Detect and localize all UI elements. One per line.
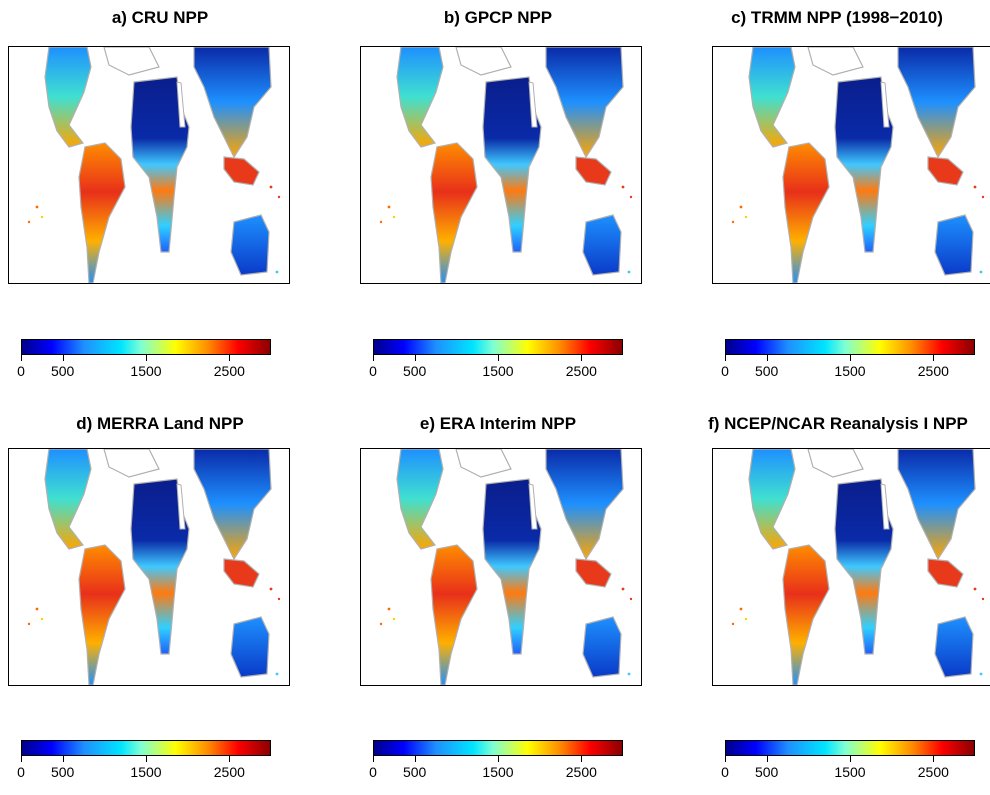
map-panel-a [8,46,290,284]
colorbar-tick-label: 2500 [917,363,949,379]
colorbar-tick [414,756,416,762]
colorbar-tick-label: 0 [17,764,25,780]
colorbar-tick-label: 2500 [213,363,245,379]
panel-b-title: b) GPCP NPP [443,8,553,27]
colorbar-tick [146,756,147,762]
colorbar-d [21,740,271,756]
colorbar-tick-label: 0 [721,363,729,379]
map-panel-d [8,448,290,686]
panel-f-title: f) NCEP/NCAR Reanalysis I NPP [708,414,968,433]
colorbar-tick-label: 500 [402,363,427,379]
colorbar-tick-label: 2500 [565,764,597,780]
colorbar-c [725,339,975,355]
colorbar-tick [933,756,935,762]
colorbar-tick-label: 1500 [130,363,162,379]
colorbar-tick [933,355,935,361]
map-panel-f [712,448,990,686]
colorbar-tick [581,756,583,762]
colorbar-tick [62,355,64,361]
colorbar-tick [373,355,374,361]
panel-e-title: e) ERA Interim NPP [419,414,577,433]
colorbar-tick [414,355,416,361]
colorbar-tick-label: 2500 [917,764,949,780]
colorbar-tick-label: 500 [754,363,779,379]
colorbar-tick-label: 2500 [565,363,597,379]
colorbar-tick [229,355,231,361]
colorbar-tick-label: 500 [402,764,427,780]
panel-d-title: d) MERRA Land NPP [76,414,244,433]
colorbar-e [373,740,623,756]
colorbar-tick [373,756,374,762]
colorbar-tick [146,355,147,361]
colorbar-tick-label: 1500 [834,764,866,780]
map-panel-b [360,46,642,284]
colorbar-tick [725,756,726,762]
colorbar-tick [62,756,64,762]
colorbar-tick [766,756,768,762]
colorbar-tick [21,756,22,762]
colorbar-tick [498,355,499,361]
colorbar-tick [581,355,583,361]
colorbar-tick [229,756,231,762]
colorbar-tick [498,756,499,762]
panel-a-title: a) CRU NPP [111,8,209,27]
colorbar-tick-label: 0 [369,363,377,379]
panel-c-title: c) TRMM NPP (1998−2010) [731,8,943,27]
colorbar-tick [766,355,768,361]
colorbar-tick-label: 1500 [482,363,514,379]
colorbar-f [725,740,975,756]
colorbar-tick-label: 500 [50,363,75,379]
colorbar-tick-label: 2500 [213,764,245,780]
colorbar-tick-label: 500 [50,764,75,780]
colorbar-tick-label: 1500 [482,764,514,780]
colorbar-a [21,339,271,355]
colorbar-tick-label: 0 [369,764,377,780]
colorbar-tick [850,355,851,361]
map-panel-e [360,448,642,686]
colorbar-tick [725,355,726,361]
colorbar-tick-label: 1500 [130,764,162,780]
colorbar-tick-label: 500 [754,764,779,780]
colorbar-tick-label: 0 [721,764,729,780]
colorbar-tick [21,355,22,361]
colorbar-tick [850,756,851,762]
colorbar-tick-label: 0 [17,363,25,379]
colorbar-b [373,339,623,355]
colorbar-tick-label: 1500 [834,363,866,379]
map-panel-c [712,46,990,284]
